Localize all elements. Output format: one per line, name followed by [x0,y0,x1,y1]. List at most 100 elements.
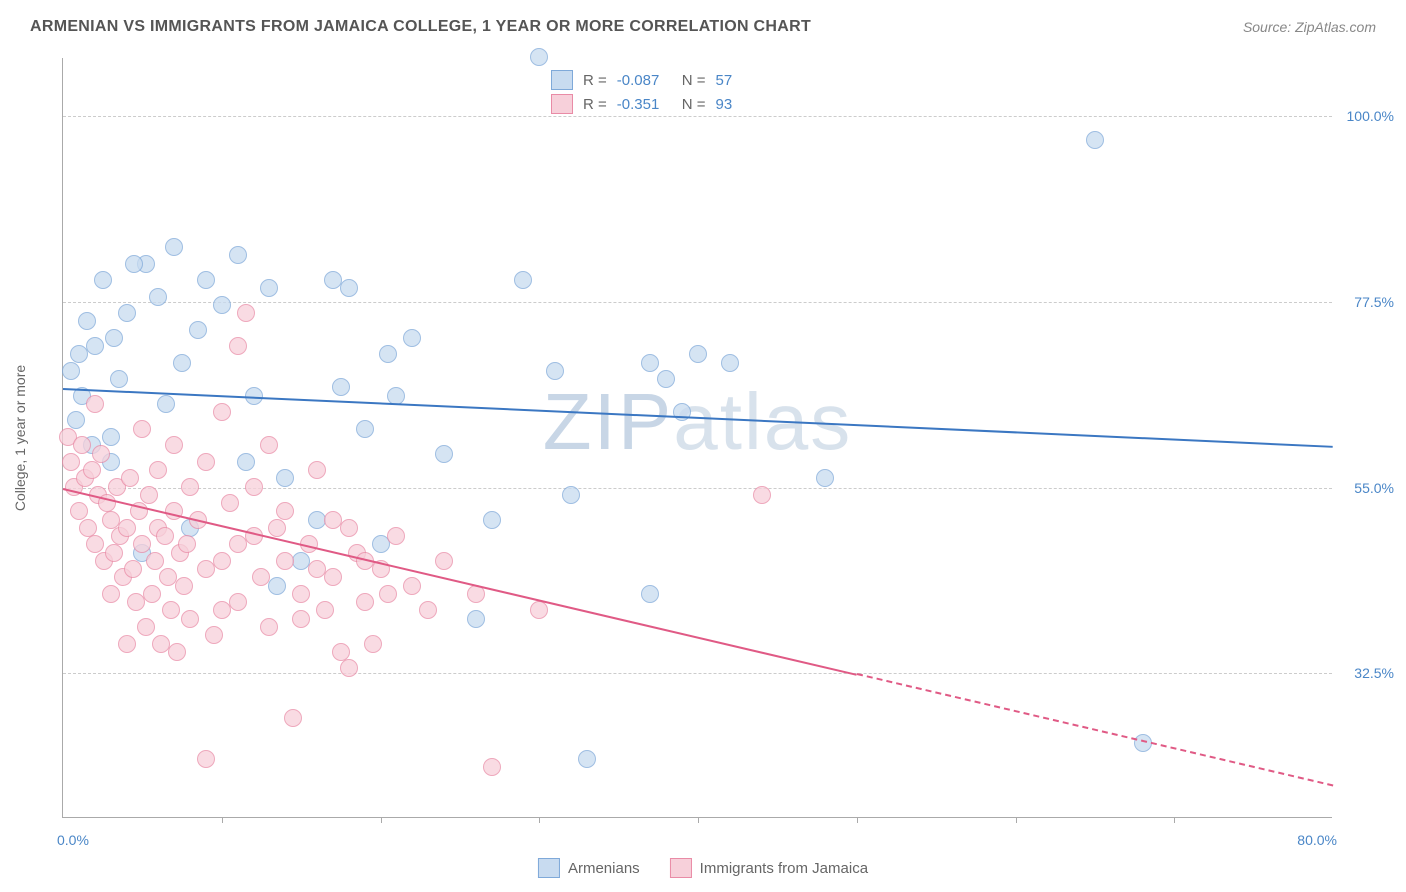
chart-title: ARMENIAN VS IMMIGRANTS FROM JAMAICA COLL… [30,18,811,36]
scatter-point [308,461,326,479]
scatter-point [149,461,167,479]
scatter-point [332,378,350,396]
legend-swatch [670,858,692,878]
scatter-point [229,535,247,553]
scatter-point [118,519,136,537]
y-tick-label: 77.5% [1339,294,1394,310]
x-tick-mark [1174,817,1175,823]
scatter-point [276,469,294,487]
series-legend: Armenians Immigrants from Jamaica [538,858,868,878]
scatter-point [641,585,659,603]
scatter-point [379,345,397,363]
legend-label: Immigrants from Jamaica [700,860,868,877]
scatter-point [110,370,128,388]
scatter-point [229,337,247,355]
scatter-point [292,610,310,628]
scatter-point [435,552,453,570]
scatter-point [86,337,104,355]
legend-label: Armenians [568,860,640,877]
scatter-point [118,304,136,322]
scatter-point [530,601,548,619]
scatter-point [221,494,239,512]
scatter-point [197,271,215,289]
scatter-point [356,593,374,611]
scatter-point [102,585,120,603]
scatter-point [356,420,374,438]
scatter-point [73,436,91,454]
scatter-point [181,478,199,496]
scatter-point [316,601,334,619]
x-axis-min-label: 0.0% [57,832,89,848]
scatter-point [483,511,501,529]
scatter-point [181,610,199,628]
scatter-point [165,436,183,454]
y-tick-label: 100.0% [1339,108,1394,124]
scatter-point [364,635,382,653]
scatter-point [213,601,231,619]
scatter-point [578,750,596,768]
trend-line [63,388,1333,448]
scatter-point [105,329,123,347]
scatter-point [146,552,164,570]
legend-item: Armenians [538,858,640,878]
scatter-point [213,552,231,570]
y-axis-label: College, 1 year or more [12,365,28,511]
x-tick-mark [1016,817,1017,823]
scatter-point [133,420,151,438]
scatter-point [403,329,421,347]
scatter-point [292,585,310,603]
legend-swatch [538,858,560,878]
scatter-point [237,304,255,322]
scatter-point [340,279,358,297]
scatter-point [324,568,342,586]
scatter-point [268,519,286,537]
legend-swatch [551,94,573,114]
r-label: R = [583,96,607,113]
scatter-point [213,296,231,314]
scatter-point [268,577,286,595]
scatter-point [79,519,97,537]
scatter-point [149,288,167,306]
scatter-point [197,453,215,471]
gridline [63,116,1332,117]
scatter-point [78,312,96,330]
scatter-point [689,345,707,363]
scatter-point [140,486,158,504]
stats-row: R =-0.351N =93 [551,92,771,116]
scatter-point [514,271,532,289]
scatter-point [467,610,485,628]
scatter-point [156,527,174,545]
scatter-point [165,238,183,256]
n-value: 57 [716,72,771,89]
scatter-point [340,659,358,677]
scatter-point [62,453,80,471]
scatter-point [70,502,88,520]
x-tick-mark [381,817,382,823]
scatter-point [483,758,501,776]
scatter-point [379,585,397,603]
x-tick-mark [698,817,699,823]
scatter-point [67,411,85,429]
scatter-point [143,585,161,603]
scatter-point [213,403,231,421]
scatter-point [419,601,437,619]
scatter-point [178,535,196,553]
scatter-point [435,445,453,463]
scatter-point [197,750,215,768]
x-tick-mark [222,817,223,823]
x-tick-mark [857,817,858,823]
scatter-point [816,469,834,487]
scatter-point [125,255,143,273]
scatter-point [62,362,80,380]
scatter-point [276,502,294,520]
scatter-point [118,635,136,653]
scatter-point [1086,131,1104,149]
source-attribution: Source: ZipAtlas.com [1243,19,1376,35]
correlation-stats-legend: R =-0.087N =57R =-0.351N =93 [541,62,781,122]
scatter-point [86,395,104,413]
scatter-point [92,445,110,463]
r-label: R = [583,72,607,89]
n-label: N = [682,72,706,89]
y-tick-label: 55.0% [1339,480,1394,496]
scatter-point [641,354,659,372]
